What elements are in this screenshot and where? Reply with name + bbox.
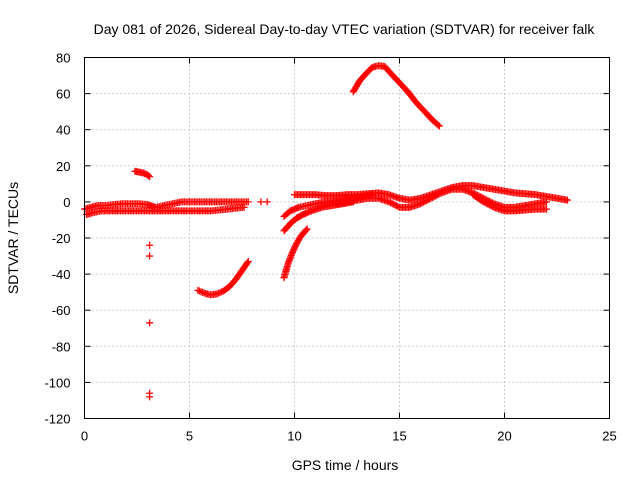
series-isolated-outliers	[146, 198, 271, 401]
data-point	[216, 289, 224, 297]
data-point	[436, 190, 444, 198]
series-late-lower	[469, 191, 550, 215]
data-point	[432, 192, 439, 200]
data-point	[487, 202, 495, 210]
y-tick-label: -20	[52, 231, 71, 246]
series-rising-arc-a	[280, 225, 311, 282]
data-point	[197, 288, 205, 296]
data-point	[427, 194, 435, 202]
data-point	[564, 196, 571, 204]
data-point	[213, 290, 221, 298]
series-baseline-early	[81, 198, 252, 213]
series-dip-arc	[194, 257, 252, 299]
data-point	[417, 200, 424, 208]
data-point	[146, 241, 154, 249]
data-point	[420, 198, 427, 206]
data-point	[385, 198, 393, 206]
data-point	[391, 201, 399, 209]
data-point	[257, 198, 265, 206]
data-point	[418, 199, 426, 207]
data-point	[195, 287, 203, 295]
y-tick-label: 20	[56, 159, 70, 174]
data-point	[433, 191, 441, 199]
data-point	[394, 203, 402, 211]
data-point	[430, 193, 438, 201]
data-point	[543, 205, 550, 213]
data-point	[244, 257, 252, 265]
data-point	[387, 199, 394, 207]
data-point	[194, 286, 202, 294]
data-point	[244, 198, 252, 206]
data-points	[81, 62, 571, 401]
series-baseline-early-lower	[83, 203, 248, 219]
data-point	[214, 289, 222, 297]
data-point	[145, 172, 153, 180]
data-point	[146, 319, 154, 327]
plot-frame	[84, 57, 610, 419]
x-tick-label: 10	[287, 429, 301, 444]
y-tick-label: -60	[52, 303, 71, 318]
data-point	[302, 226, 310, 234]
data-point	[240, 203, 248, 211]
x-axis-label: GPS time / hours	[292, 457, 399, 473]
data-point	[288, 248, 296, 256]
y-tick-label: 0	[63, 195, 70, 210]
grid	[84, 57, 610, 419]
data-point	[424, 196, 432, 204]
data-point	[435, 122, 443, 130]
x-tick-label: 20	[497, 429, 511, 444]
data-point	[291, 242, 299, 250]
data-point	[489, 203, 496, 211]
series-hump-arc	[349, 62, 443, 130]
data-point	[146, 393, 154, 401]
x-tick-label: 25	[602, 429, 616, 444]
x-tick-label: 5	[186, 429, 193, 444]
data-point	[480, 198, 487, 206]
data-point	[481, 199, 489, 207]
data-point	[435, 190, 442, 198]
axis-ticks: 0 5 10 15 20 25 -120 -100 -80 -60 -40 -20 0 20 40 60 80	[44, 51, 616, 444]
data-point	[199, 288, 207, 296]
y-tick-label: 60	[56, 87, 70, 102]
data-point	[429, 194, 436, 202]
y-axis-label: SDTVAR / TECUs	[5, 182, 21, 294]
y-tick-label: -120	[44, 412, 70, 427]
data-point	[388, 199, 396, 207]
y-tick-label: 80	[56, 51, 70, 66]
data-point	[390, 200, 397, 208]
data-point	[543, 198, 550, 206]
data-point	[483, 199, 490, 207]
data-point	[434, 121, 442, 129]
data-point	[484, 200, 492, 208]
data-point	[263, 198, 271, 206]
data-point	[393, 202, 400, 210]
y-tick-label: -100	[44, 375, 70, 390]
data-point	[303, 225, 311, 233]
y-tick-label: -80	[52, 339, 71, 354]
data-point	[486, 201, 493, 209]
data-point	[421, 197, 429, 205]
y-tick-label: 40	[56, 123, 70, 138]
data-point	[426, 195, 433, 203]
data-point	[243, 259, 251, 267]
chart-title: Day 081 of 2026, Sidereal Day-to-day VTE…	[94, 21, 596, 37]
series-mid-band-lower	[333, 185, 550, 211]
data-point	[146, 252, 154, 260]
y-tick-label: -40	[52, 267, 71, 282]
data-point	[423, 197, 430, 205]
x-tick-label: 0	[81, 429, 88, 444]
data-point	[146, 173, 154, 181]
data-point	[290, 245, 298, 253]
series-short-high-arc	[131, 167, 154, 181]
data-point	[289, 247, 297, 255]
data-point	[291, 244, 298, 252]
x-tick-label: 15	[392, 429, 406, 444]
